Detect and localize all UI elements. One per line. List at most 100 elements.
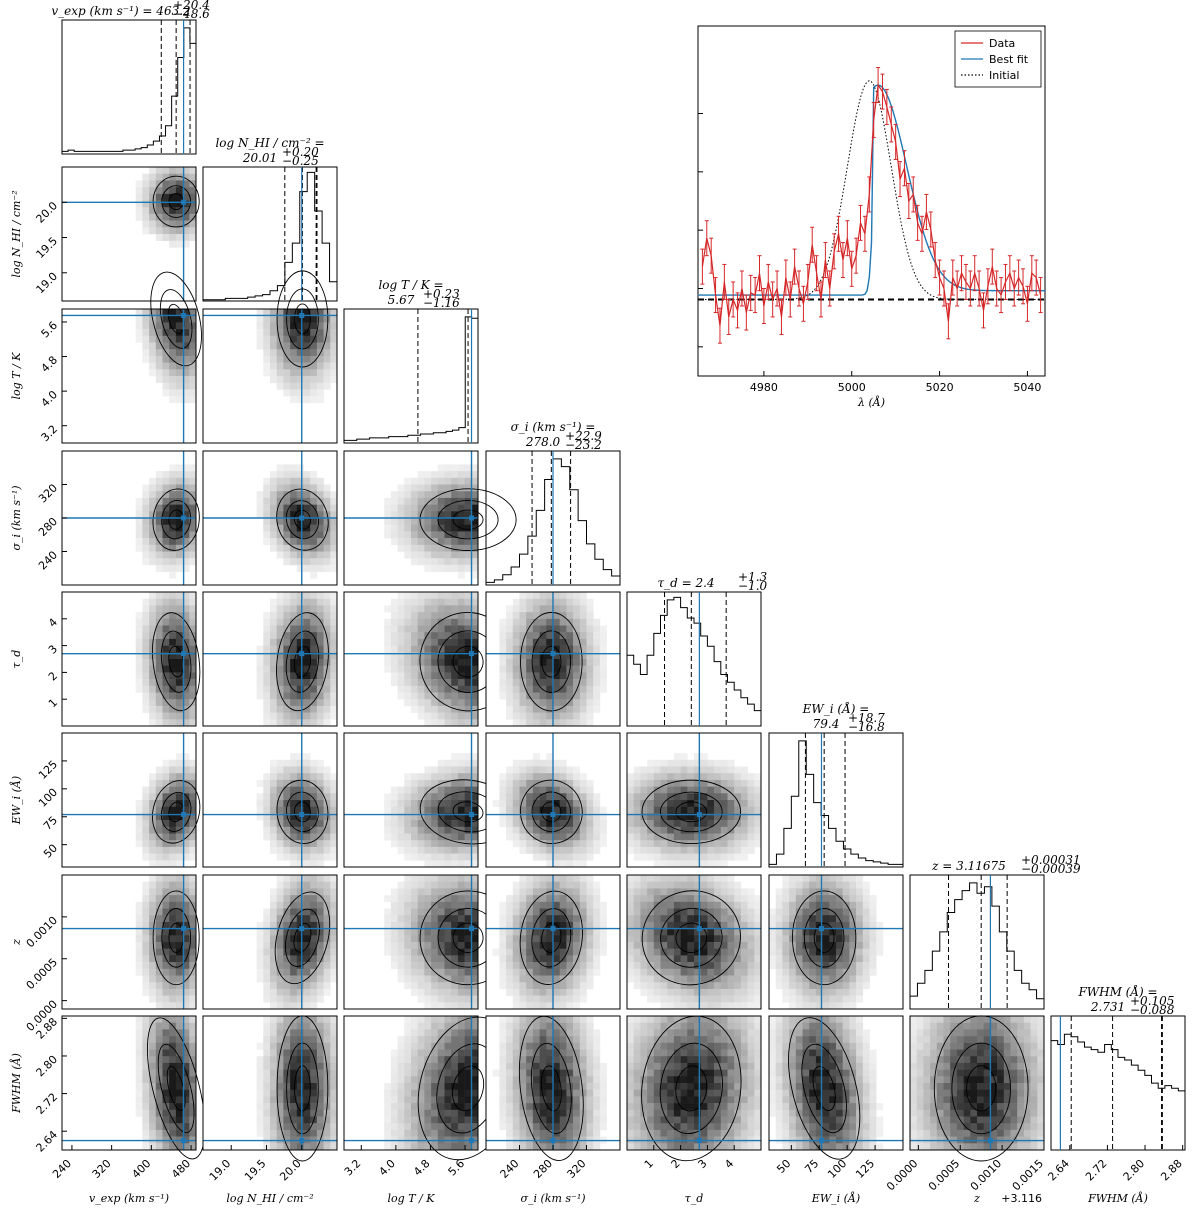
legend-label-2: Initial (989, 69, 1019, 82)
inset-legend: Data Best fit Initial (954, 30, 1042, 88)
panel-frame (485, 732, 621, 868)
legend-label-0: Data (989, 37, 1015, 50)
panel-v-N (61, 166, 200, 302)
title-plus-z: +0.00031 (1021, 853, 1081, 867)
xlabel-EW: EW_i (Å) (811, 1191, 860, 1205)
xlabel-tau: τ_d (685, 1192, 704, 1205)
panel-v-T (61, 271, 202, 444)
truth-marker (181, 651, 187, 657)
panel-N-T (202, 270, 338, 444)
x-tick-label: 19.0 (207, 1157, 234, 1184)
hist-panel-EW: EW_i (Å) =79.4 +18.7−16.8 (768, 701, 904, 868)
truth-marker (696, 812, 702, 818)
panel-frame (909, 1015, 1045, 1151)
truth-marker (181, 515, 187, 521)
panel-frame (202, 450, 338, 586)
xaxis-tau: 1 2 3 4 τ_d (642, 1145, 736, 1205)
panel-N-F (202, 1015, 338, 1162)
truth-marker (469, 812, 475, 818)
xlabel-F: FWHM (Å) (1087, 1191, 1148, 1205)
hist-line-tau (626, 596, 762, 726)
x-tick-label: 2.80 (1121, 1157, 1148, 1184)
panel-frame (202, 308, 338, 444)
y-tick-label: 19.0 (34, 270, 61, 297)
panel-v-tau (61, 591, 201, 727)
panel-EW-z (768, 874, 904, 1010)
offset-z: +3.116 (1001, 1192, 1042, 1205)
contour (293, 923, 312, 953)
hist-panel-N: log N_HI / cm⁻² =20.01 +0.20−0.25 (202, 136, 338, 302)
contour (161, 185, 191, 218)
panel-frame (626, 732, 762, 868)
inset-xlabel: λ (Å) (857, 395, 885, 409)
contour (659, 1042, 723, 1135)
contour (801, 1043, 847, 1134)
x-tick-label: 400 (129, 1157, 153, 1181)
truth-marker (550, 1138, 556, 1144)
panel-frame (343, 308, 479, 444)
y-tick-label: 0.0010 (24, 914, 60, 950)
title-plus-EW: +18.7 (848, 711, 885, 725)
y-tick-label: 100 (36, 786, 60, 810)
contour (161, 908, 191, 968)
panel-frame (343, 591, 479, 727)
contour (150, 271, 202, 367)
panel-s-z (485, 874, 621, 1010)
title-v: v_exp (km s⁻¹) = 463.2 (51, 4, 190, 18)
y-tick-label: 3 (46, 643, 60, 657)
truth-marker (818, 926, 824, 932)
title-tau: τ_d = 2.4 (657, 576, 714, 590)
ylabel-EW: EW_i (Å) (9, 776, 23, 825)
hist-panel-s: σ_i (km s⁻¹) =278.0 +22.9−23.2 (485, 420, 621, 586)
panel-N-s (202, 450, 338, 586)
contour (285, 500, 319, 540)
legend-label-1: Best fit (989, 53, 1029, 66)
y-tick-label: 19.5 (34, 234, 61, 261)
contour (284, 908, 320, 967)
contour (294, 1065, 311, 1112)
panel-N-EW (202, 732, 338, 868)
x-tick-label: 4.0 (376, 1157, 398, 1179)
title-plus-s: +22.9 (565, 429, 602, 443)
y-tick-label: 280 (36, 515, 60, 539)
contour (540, 1065, 562, 1112)
panel-T-F (343, 1015, 519, 1161)
truth-marker (299, 515, 305, 521)
title-plus-F: +0.105 (1130, 994, 1174, 1008)
contour (157, 1043, 195, 1133)
contour (966, 1065, 997, 1112)
title-minus-T: −1.16 (423, 296, 460, 310)
contour (951, 1042, 1011, 1135)
x-tick-label: 4.8 (411, 1157, 433, 1179)
contour (152, 488, 200, 551)
title-N: log N_HI / cm⁻² = (215, 136, 324, 150)
truth-marker (550, 812, 556, 818)
panel-T-EW (343, 732, 517, 868)
x-tick-label: 320 (90, 1157, 114, 1181)
xlabel-s: σ_i (km s⁻¹) (520, 1192, 585, 1205)
title-value-F: 2.731 (1090, 1000, 1125, 1014)
title-minus-N: −0.25 (282, 154, 319, 168)
y-tick-label: 5.6 (39, 319, 61, 341)
hist-panel-T: log T / K =5.67 +0.23−1.16 (343, 278, 479, 444)
panel-frame (61, 166, 197, 302)
x-tick-label: 480 (169, 1157, 193, 1181)
contour (437, 499, 499, 540)
contour (160, 791, 192, 832)
hist-line-EW (768, 740, 904, 867)
contour (276, 488, 329, 551)
truth-marker (550, 926, 556, 932)
contour (152, 890, 200, 986)
ylabel-N: log N_HI / cm⁻² (10, 190, 23, 277)
contour (541, 645, 562, 678)
title-F: FWHM (Å) = (1077, 984, 1157, 999)
panel-tau-F (626, 1015, 762, 1162)
contour (519, 779, 583, 844)
yaxis-T: 3.2 4.0 4.8 5.6 log T / K (10, 319, 67, 444)
panel-frame (768, 732, 904, 868)
panel-frame (61, 732, 197, 868)
title-minus-F: −0.088 (1130, 1003, 1175, 1017)
x-tick-label: 5.6 (446, 1157, 468, 1179)
contour (519, 890, 583, 985)
